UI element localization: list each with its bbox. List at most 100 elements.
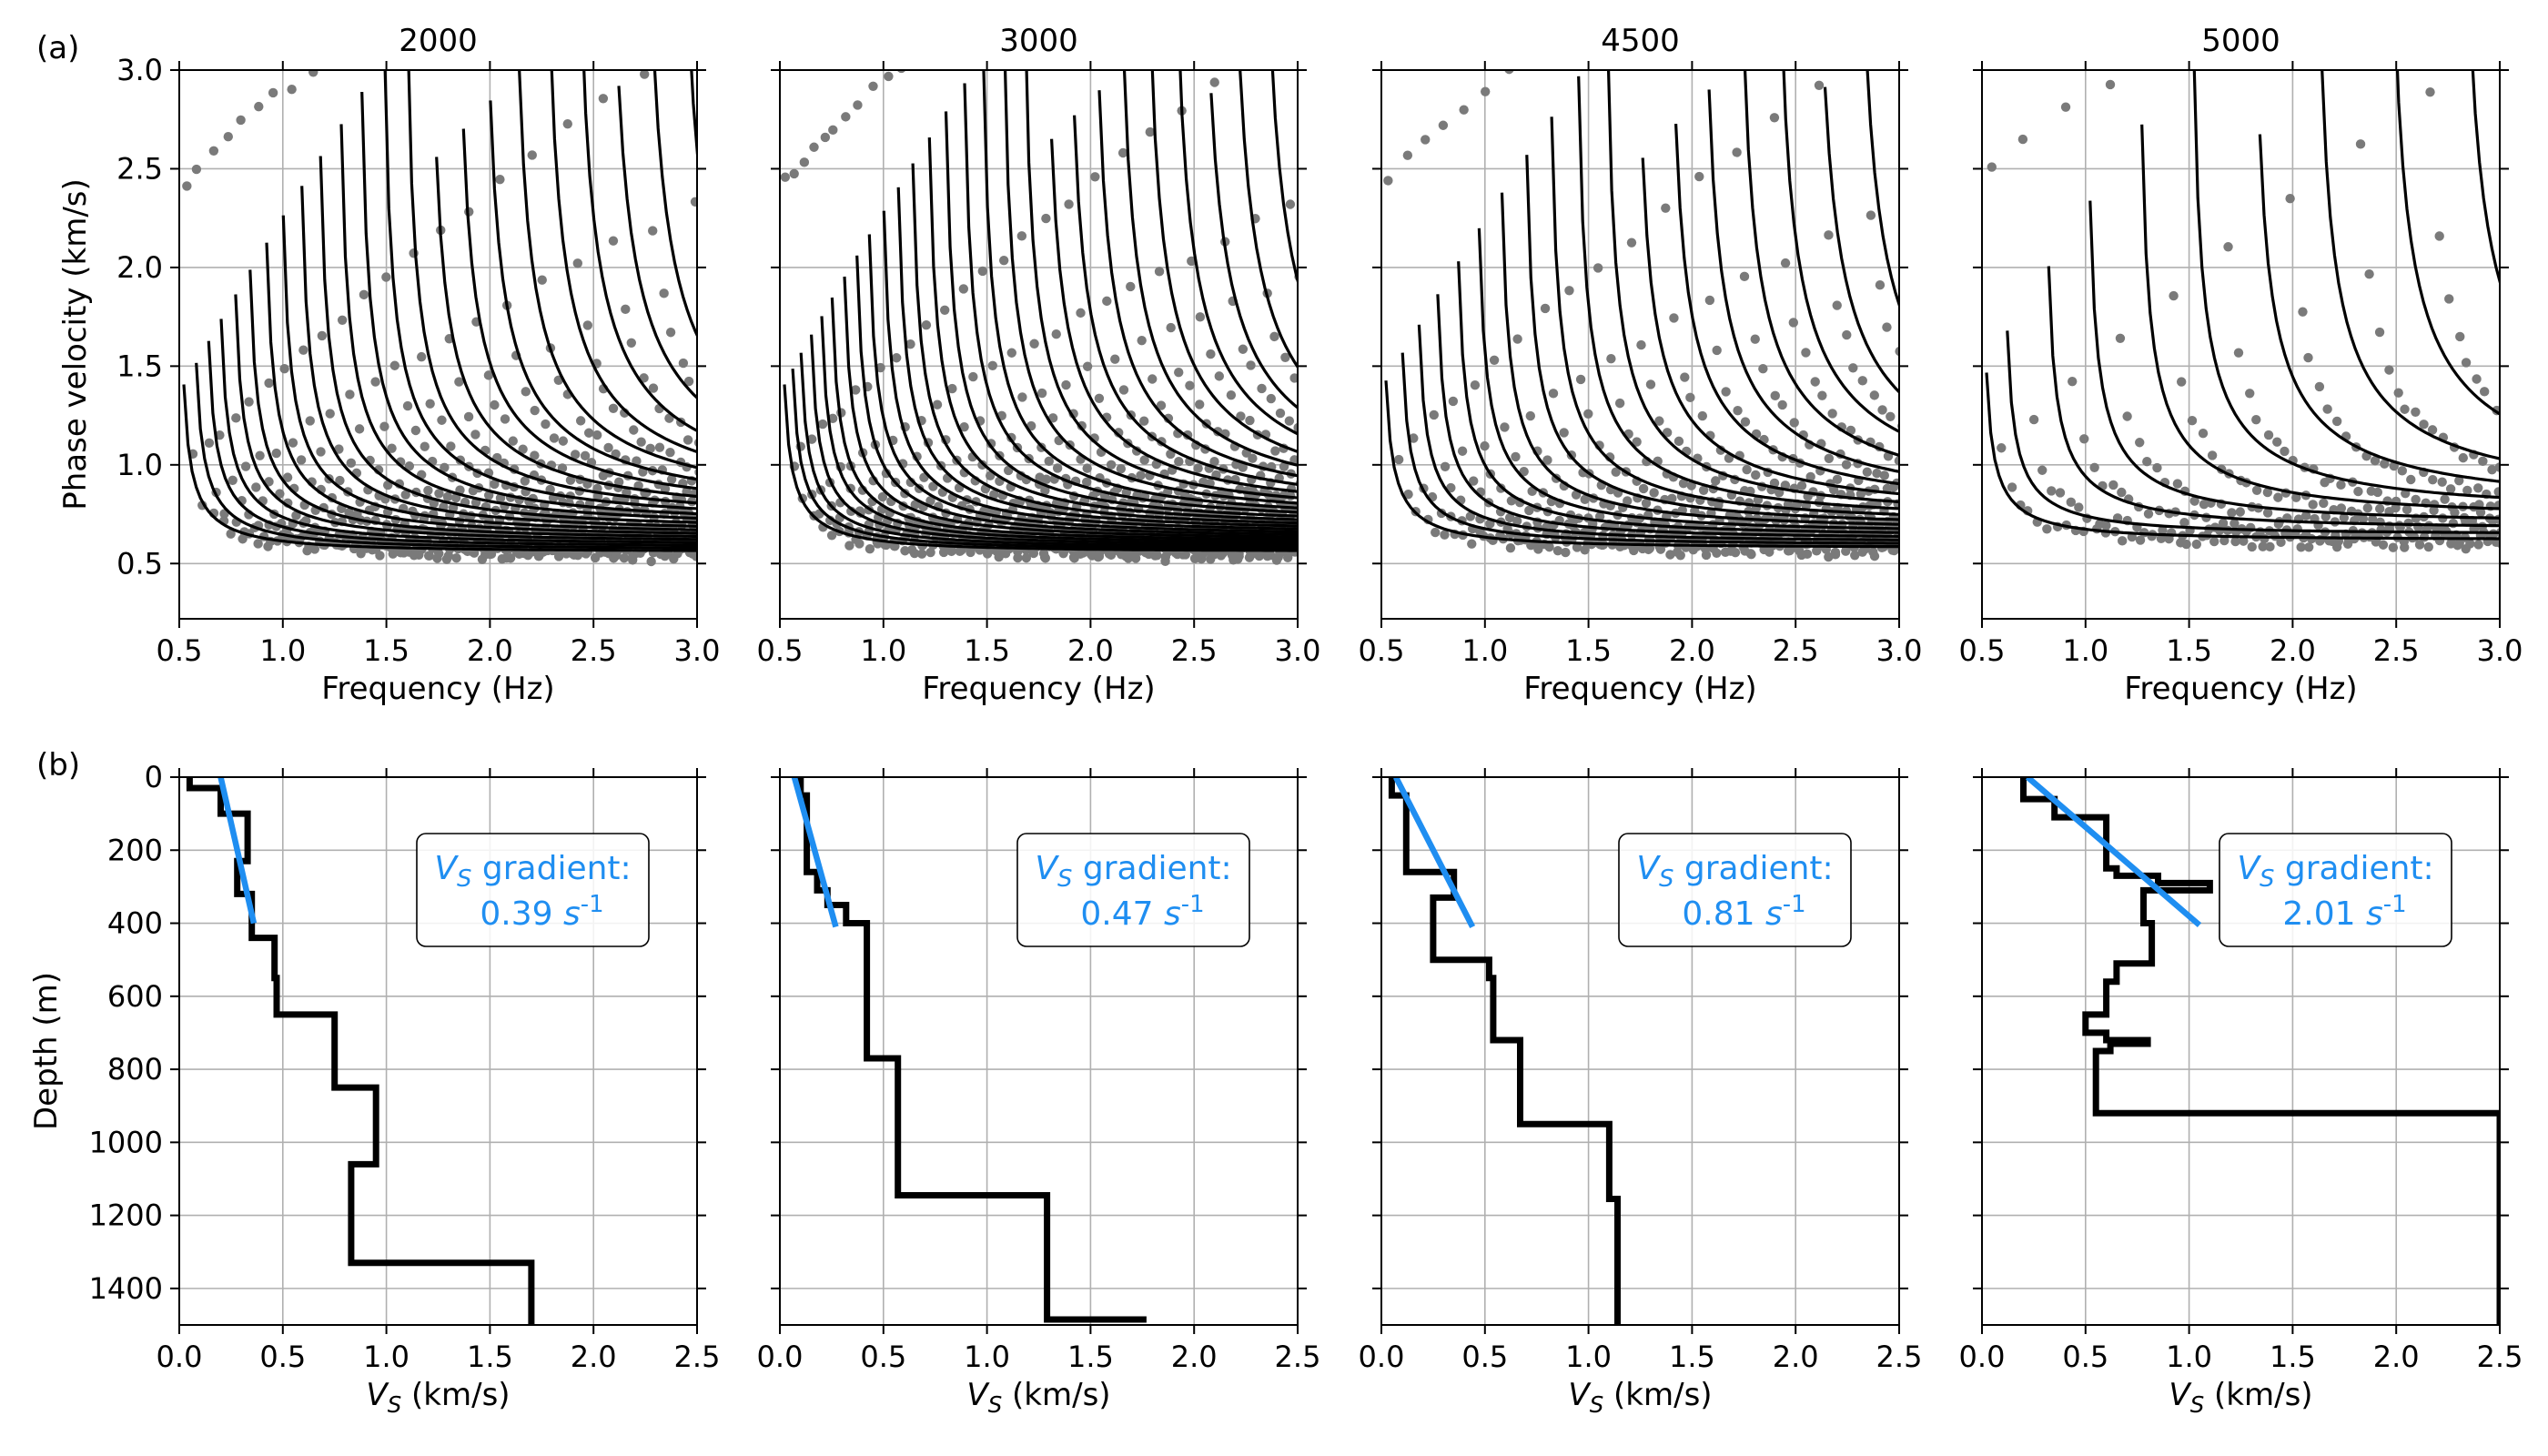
dispersion-curve xyxy=(963,83,1298,514)
dispersion-dot xyxy=(1029,339,1039,349)
dispersion-dot xyxy=(2230,519,2240,529)
dispersion-dot xyxy=(2437,477,2447,487)
dispersion-dot xyxy=(1636,339,1646,350)
dispersion-dot xyxy=(2473,540,2483,550)
axes-frame xyxy=(1981,776,2501,1326)
dispersion-dot xyxy=(900,546,910,556)
x-tick-label: 2.5 xyxy=(1773,633,1819,668)
x-tick-label: 2.0 xyxy=(1669,633,1715,668)
dispersion-dot xyxy=(648,226,658,236)
dispersion-dot xyxy=(316,447,326,457)
dispersion-dot xyxy=(864,544,875,554)
dispersion-dot xyxy=(1448,396,1459,407)
dispersion-curve xyxy=(1985,372,2500,541)
dispersion-dot xyxy=(1895,346,1899,357)
dispersion-dot xyxy=(1832,300,1842,310)
dispersion-curve xyxy=(791,369,1298,551)
axes-frame xyxy=(779,69,1299,620)
x-tick-label: 1.0 xyxy=(860,633,906,668)
dispersion-dot xyxy=(2179,517,2189,528)
dispersion-dot xyxy=(2374,503,2385,514)
x-tick-label: 1.5 xyxy=(363,633,410,668)
dispersion-curve xyxy=(1477,228,1899,531)
dispersion-curve xyxy=(2140,124,2500,511)
dispersion-dot xyxy=(1857,376,1867,386)
dispersion-dot xyxy=(1504,512,1515,523)
dispersion-curve xyxy=(2320,70,2500,460)
dispersion-dot xyxy=(977,266,988,277)
dispersion-dot xyxy=(1770,390,1780,401)
dispersion-dot xyxy=(613,477,624,487)
dispersion-dot xyxy=(1704,295,1715,306)
dispersion-curve xyxy=(518,70,697,470)
dispersion-dot xyxy=(1110,354,1120,364)
dispersion-curve xyxy=(461,128,697,490)
dispersion-dot xyxy=(628,551,638,561)
dispersion-dot xyxy=(1817,390,1827,400)
dispersion-dots xyxy=(1987,79,2500,554)
dispersion-dot xyxy=(2458,452,2468,463)
dispersion-dot xyxy=(1805,471,1815,482)
dispersion-dot xyxy=(799,157,810,167)
dispersion-dot xyxy=(1712,345,1722,356)
dispersion-curve xyxy=(1400,352,1899,545)
dispersion-dot xyxy=(2303,352,2313,363)
dispersion-dot xyxy=(2265,541,2275,552)
dispersion-curve xyxy=(1050,138,1298,493)
dispersion-dot xyxy=(1269,331,1279,342)
dispersion-dot xyxy=(1580,545,1590,555)
dispersion-dot xyxy=(238,534,248,544)
gradient-annotation-value: 0.81 s-1 xyxy=(1682,891,1805,933)
dispersion-dot xyxy=(298,345,308,355)
x-tick-label: 3.0 xyxy=(1876,633,1923,668)
dispersion-dot xyxy=(2135,438,2145,448)
gradient-annotation-box xyxy=(416,833,650,947)
dispersion-dot xyxy=(2322,404,2332,414)
dispersion-dot xyxy=(648,383,659,393)
dispersion-dot xyxy=(2444,294,2454,304)
y-axis-label: Depth (m) xyxy=(28,972,65,1130)
dispersion-curve xyxy=(1457,261,1899,534)
dispersion-dot xyxy=(2251,414,2261,425)
dispersion-dot xyxy=(1116,464,1127,474)
dispersion-dot xyxy=(910,500,920,510)
dispersion-dot xyxy=(2068,376,2078,387)
dispersion-dot xyxy=(2355,139,2366,149)
dispersion-dot xyxy=(282,472,293,482)
dispersion-dot xyxy=(1118,385,1129,395)
dispersion-dot xyxy=(354,424,365,434)
dispersion-dot xyxy=(1572,542,1582,552)
dispersion-dot xyxy=(1137,335,1147,346)
dispersion-dot xyxy=(2308,500,2318,510)
dispersion-dot xyxy=(1769,478,1780,489)
dispersion-dot xyxy=(1194,399,1205,410)
dispersion-dot xyxy=(400,490,410,500)
dispersion-dot xyxy=(425,399,435,409)
dispersion-dot xyxy=(947,383,957,394)
dispersion-dot xyxy=(690,197,697,207)
dispersion-dot xyxy=(1850,551,1860,561)
dispersion-dot xyxy=(228,475,238,485)
dispersion-dot xyxy=(2272,437,2282,447)
dispersion-curve xyxy=(550,70,697,454)
y-tick-label: 600 xyxy=(107,979,163,1014)
x-tick-label: 2.0 xyxy=(2270,633,2316,668)
dispersion-dot xyxy=(884,71,894,82)
dispersion-dot xyxy=(1275,408,1286,419)
dispersion-dot xyxy=(1021,552,1032,563)
dispersion-dot xyxy=(1266,393,1276,404)
dispersion-dot xyxy=(2227,508,2237,518)
dispersion-dot xyxy=(1393,454,1404,465)
dispersion-dot xyxy=(1206,349,1216,359)
dispersion-dot xyxy=(2042,524,2052,534)
dispersion-dot xyxy=(697,389,706,399)
dispersion-dot xyxy=(1733,405,1743,416)
dispersion-dot xyxy=(2303,542,2314,552)
dispersion-dot xyxy=(1297,479,1298,483)
dispersion-panel-4: 0.5 1.0 1.5 2.0 2.5 3.0 Frequency (Hz) 5000 xyxy=(1959,23,2523,707)
dispersion-dot xyxy=(1882,322,1892,332)
x-tick-label: 2.0 xyxy=(2373,1340,2420,1374)
dispersion-dot xyxy=(1751,470,1761,480)
x-axis-label: Frequency (Hz) xyxy=(922,671,1155,707)
dispersion-dot xyxy=(1245,415,1255,426)
